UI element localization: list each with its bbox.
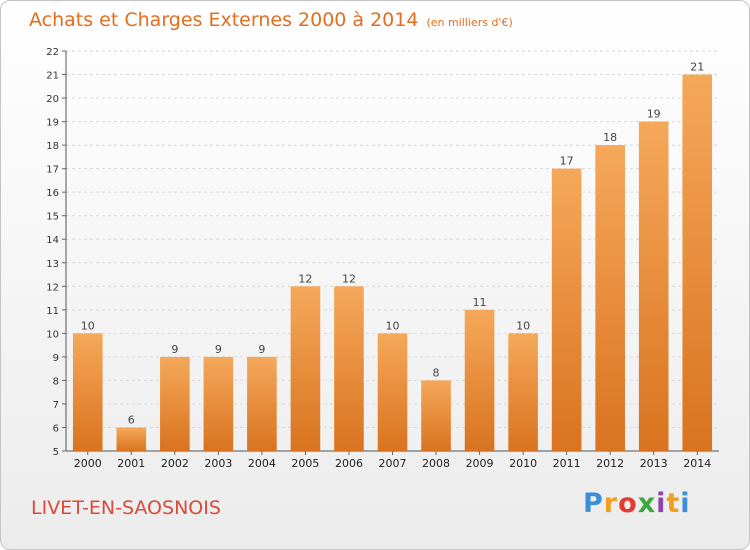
data-label: 17 <box>560 155 574 168</box>
bar <box>290 286 321 451</box>
x-tick-label: 2008 <box>422 457 450 470</box>
y-tick-label: 8 <box>53 376 59 387</box>
data-label: 18 <box>603 131 617 144</box>
chart-title: Achats et Charges Externes 2000 à 2014 (e… <box>29 9 513 31</box>
y-tick-label: 20 <box>46 94 59 105</box>
y-tick-label: 19 <box>46 118 59 129</box>
logo-letter: i <box>656 488 667 519</box>
y-tick-label: 18 <box>46 141 59 152</box>
bar <box>334 286 364 451</box>
data-label: 6 <box>128 413 135 426</box>
bar <box>160 356 190 451</box>
x-tick-label: 2002 <box>161 457 189 470</box>
bar <box>377 333 408 451</box>
x-tick-label: 2006 <box>335 457 363 470</box>
y-tick-label: 16 <box>46 188 59 199</box>
proxiti-logo: Proxiti <box>583 488 691 519</box>
x-tick-label: 2014 <box>683 457 711 470</box>
y-tick-label: 13 <box>46 259 59 270</box>
y-tick-label: 15 <box>46 212 59 223</box>
x-tick-label: 2001 <box>117 457 145 470</box>
data-label: 9 <box>171 343 178 356</box>
chart-title-text: Achats et Charges Externes 2000 à 2014 <box>29 9 419 31</box>
logo-letter: P <box>583 488 604 519</box>
bar <box>116 427 147 451</box>
x-tick-label: 2011 <box>553 457 581 470</box>
logo-letter: x <box>637 488 657 519</box>
x-tick-label: 2000 <box>74 457 102 470</box>
bar <box>595 145 625 451</box>
x-tick-label: 2013 <box>640 457 668 470</box>
data-label: 21 <box>690 61 704 74</box>
y-tick-label: 11 <box>46 306 59 317</box>
bar <box>72 333 103 451</box>
y-tick-label: 9 <box>53 353 59 364</box>
data-label: 19 <box>647 108 661 121</box>
logo-letter: r <box>603 488 619 519</box>
y-tick-label: 12 <box>46 282 59 293</box>
data-label: 11 <box>473 296 487 309</box>
logo-letter: o <box>618 488 638 519</box>
y-tick-label: 17 <box>46 165 59 176</box>
bar <box>247 356 277 451</box>
data-label: 9 <box>215 343 222 356</box>
chart-unit: (en milliers d'€) <box>426 16 513 29</box>
y-tick-label: 5 <box>53 447 59 458</box>
x-tick-label: 2012 <box>596 457 624 470</box>
data-label: 9 <box>258 343 265 356</box>
x-tick-label: 2005 <box>291 457 319 470</box>
y-tick-label: 21 <box>46 71 59 82</box>
x-tick-label: 2009 <box>466 457 494 470</box>
bar <box>638 121 669 452</box>
y-tick-label: 6 <box>53 423 59 434</box>
y-tick-label: 14 <box>46 235 59 246</box>
logo-letter: t <box>666 488 681 519</box>
data-label: 10 <box>386 319 400 332</box>
bar <box>551 168 582 451</box>
bar <box>508 333 538 451</box>
y-tick-label: 22 <box>46 47 59 58</box>
x-tick-label: 2007 <box>379 457 407 470</box>
location-name: LIVET-EN-SAOSNOIS <box>31 497 221 519</box>
y-tick-label: 10 <box>46 329 59 340</box>
logo-letter: i <box>680 488 691 519</box>
bar <box>682 74 713 451</box>
data-label: 8 <box>433 366 440 379</box>
bar <box>421 380 451 451</box>
data-label: 10 <box>81 319 95 332</box>
data-label: 12 <box>342 272 356 285</box>
data-label: 10 <box>516 319 530 332</box>
bar <box>203 356 234 451</box>
y-tick-label: 7 <box>53 400 59 411</box>
bar <box>464 309 495 451</box>
x-tick-label: 2004 <box>248 457 276 470</box>
data-label: 12 <box>298 272 312 285</box>
x-tick-label: 2010 <box>509 457 537 470</box>
x-tick-label: 2003 <box>204 457 232 470</box>
